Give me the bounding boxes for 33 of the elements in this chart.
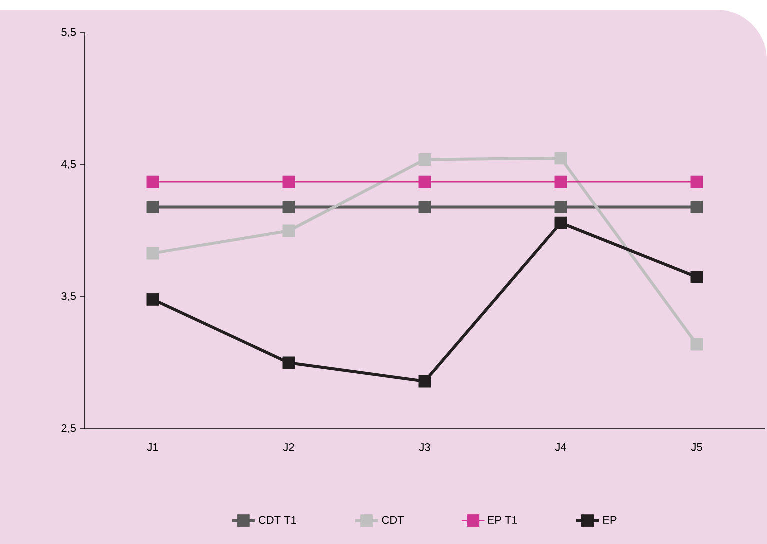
y-tick-label: 5,5	[62, 28, 76, 38]
legend-label: EP T1	[488, 516, 518, 524]
point	[554, 152, 568, 165]
point	[146, 176, 160, 188]
point	[690, 200, 704, 214]
legend-label: CDT T1	[259, 516, 296, 524]
point	[282, 224, 296, 238]
y-tick-label: 2,5	[62, 424, 76, 434]
legend-label: CDT	[382, 516, 404, 524]
point	[282, 200, 296, 214]
x-tick-label: J1	[147, 444, 158, 452]
point	[418, 153, 432, 166]
point	[418, 176, 432, 188]
y-tick-label: 4,5	[61, 160, 76, 170]
point	[554, 200, 568, 214]
legend-label: EP	[604, 516, 617, 524]
x-tick-label: J3	[419, 444, 430, 452]
point	[690, 338, 704, 351]
x-tick-label: J2	[283, 444, 294, 452]
x-tick-label: J4	[555, 444, 566, 452]
point	[690, 270, 704, 284]
point	[690, 176, 704, 188]
point	[554, 216, 568, 230]
point	[418, 200, 432, 214]
y-tick-label: 3,5	[62, 292, 76, 302]
x-tick-label: J5	[691, 444, 702, 452]
point	[146, 200, 160, 214]
point	[282, 176, 296, 188]
point	[554, 176, 568, 188]
point	[418, 375, 432, 388]
point	[282, 356, 296, 370]
point	[146, 293, 160, 306]
point	[146, 247, 160, 260]
